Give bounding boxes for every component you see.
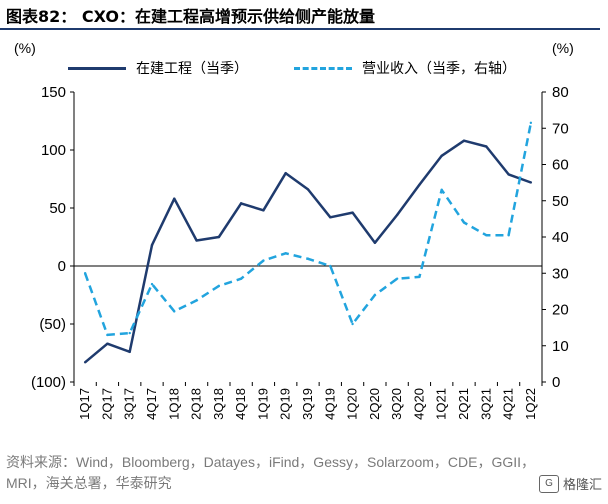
data-point-construction <box>351 211 354 214</box>
x-axis-tick-label: 1Q17 <box>77 388 92 420</box>
data-point-construction <box>373 241 377 244</box>
x-axis-tick-label: 3Q19 <box>300 388 315 420</box>
left-axis-tick-label: 100 <box>41 142 66 159</box>
data-point-construction <box>262 209 265 212</box>
data-point-revenue <box>529 121 533 125</box>
data-point-construction <box>462 139 466 142</box>
data-point-construction <box>485 145 488 148</box>
x-axis-tick-label: 3Q18 <box>211 388 226 420</box>
watermark-text: 格隆汇 <box>562 477 602 492</box>
data-point-construction <box>217 235 221 239</box>
data-point-revenue <box>217 284 221 288</box>
title-underline <box>0 28 600 30</box>
watermark-logo-icon: G <box>538 474 559 493</box>
legend: 在建工程（当季） 营业收入（当季，右轴） <box>0 58 600 78</box>
x-axis-tick-label: 1Q19 <box>255 388 270 420</box>
x-axis-tick-label: 4Q20 <box>411 388 426 420</box>
data-point-construction <box>329 216 332 219</box>
data-point-construction <box>195 239 198 242</box>
data-point-revenue <box>262 259 265 262</box>
legend-swatch-dashed <box>294 66 352 70</box>
data-point-construction <box>440 154 443 157</box>
data-point-construction <box>106 342 109 345</box>
data-point-construction <box>529 181 533 184</box>
left-axis-tick-label: 50 <box>49 200 66 217</box>
legend-label-series2: 营业收入（当季，右轴） <box>362 61 516 77</box>
data-point-revenue <box>306 257 310 260</box>
data-point-revenue <box>83 272 87 275</box>
data-point-revenue <box>173 310 176 313</box>
data-point-revenue <box>440 188 443 192</box>
data-point-construction <box>173 197 176 200</box>
x-axis-tick-label: 1Q20 <box>345 388 360 420</box>
x-axis-tick-label: 4Q21 <box>501 388 516 420</box>
x-axis-tick-label: 4Q19 <box>322 388 337 420</box>
right-axis-tick-label: 10 <box>552 338 569 355</box>
right-axis-tick-label: 20 <box>552 302 569 319</box>
legend-item-series1: 在建工程（当季） <box>68 58 248 78</box>
x-axis-tick-label: 1Q21 <box>434 388 449 420</box>
data-point-revenue <box>395 277 399 280</box>
data-point-construction <box>306 188 310 191</box>
right-axis-tick-label: 60 <box>552 157 569 174</box>
right-axis-tick-label: 80 <box>552 84 569 101</box>
data-point-revenue <box>485 233 488 237</box>
legend-swatch-solid <box>68 66 126 70</box>
right-axis-unit: (%) <box>552 40 574 56</box>
data-point-revenue <box>329 264 332 268</box>
data-point-revenue <box>106 333 109 337</box>
data-point-revenue <box>507 233 510 237</box>
series-line-revenue <box>83 122 533 337</box>
right-axis-tick-label: 0 <box>552 374 560 391</box>
x-axis-tick-label: 3Q21 <box>478 388 493 420</box>
data-point-construction <box>128 350 131 354</box>
data-point-construction <box>395 213 399 217</box>
right-axis-tick-label: 50 <box>552 193 569 210</box>
x-axis-tick-label: 4Q17 <box>144 388 159 420</box>
watermark: G 格隆汇 <box>538 474 602 493</box>
x-axis-tick-label: 3Q17 <box>122 388 137 420</box>
x-axis-tick-label: 2Q19 <box>278 388 293 420</box>
x-axis-tick-label: 3Q20 <box>389 388 404 420</box>
legend-label-series1: 在建工程（当季） <box>136 61 248 77</box>
data-point-revenue <box>351 322 354 326</box>
data-point-revenue <box>239 277 243 280</box>
left-axis-tick-label: (100) <box>31 374 66 391</box>
x-axis-tick-label: 1Q22 <box>523 388 538 420</box>
left-axis-tick-label: 0 <box>58 258 66 275</box>
right-axis-tick-label: 40 <box>552 229 569 246</box>
left-axis-unit: (%) <box>14 40 36 56</box>
chart-title: 图表82： CXO：在建工程高增预示供给侧产能放量 <box>6 7 375 26</box>
data-point-construction <box>418 183 421 186</box>
data-point-revenue <box>373 293 377 297</box>
data-point-revenue <box>195 299 198 302</box>
right-axis-tick-label: 70 <box>552 120 569 137</box>
right-axis-tick-label: 30 <box>552 265 569 282</box>
data-point-construction <box>150 243 154 247</box>
data-point-revenue <box>128 331 131 335</box>
x-axis-tick-label: 4Q18 <box>233 388 248 420</box>
x-axis-tick-label: 2Q20 <box>367 388 382 420</box>
data-point-revenue <box>150 282 154 286</box>
data-point-construction <box>507 173 510 176</box>
left-axis-tick-label: (50) <box>39 316 66 333</box>
series-line-construction-in-progress <box>84 139 532 364</box>
data-point-construction <box>83 361 87 364</box>
data-point-revenue <box>284 252 287 255</box>
data-point-construction <box>284 172 287 175</box>
x-axis-tick-label: 2Q21 <box>456 388 471 420</box>
legend-item-series2: 营业收入（当季，右轴） <box>294 58 516 78</box>
data-point-construction <box>239 202 243 205</box>
left-axis-tick-label: 150 <box>41 84 66 101</box>
x-axis-tick-label: 2Q18 <box>189 388 204 420</box>
x-axis-tick-label: 2Q17 <box>99 388 114 420</box>
data-point-revenue <box>462 221 466 224</box>
data-point-revenue <box>418 275 421 279</box>
x-axis-tick-label: 1Q18 <box>166 388 181 420</box>
source-note: 资料来源：Wind，Bloomberg，Datayes，iFind，Gessy，… <box>6 454 536 491</box>
